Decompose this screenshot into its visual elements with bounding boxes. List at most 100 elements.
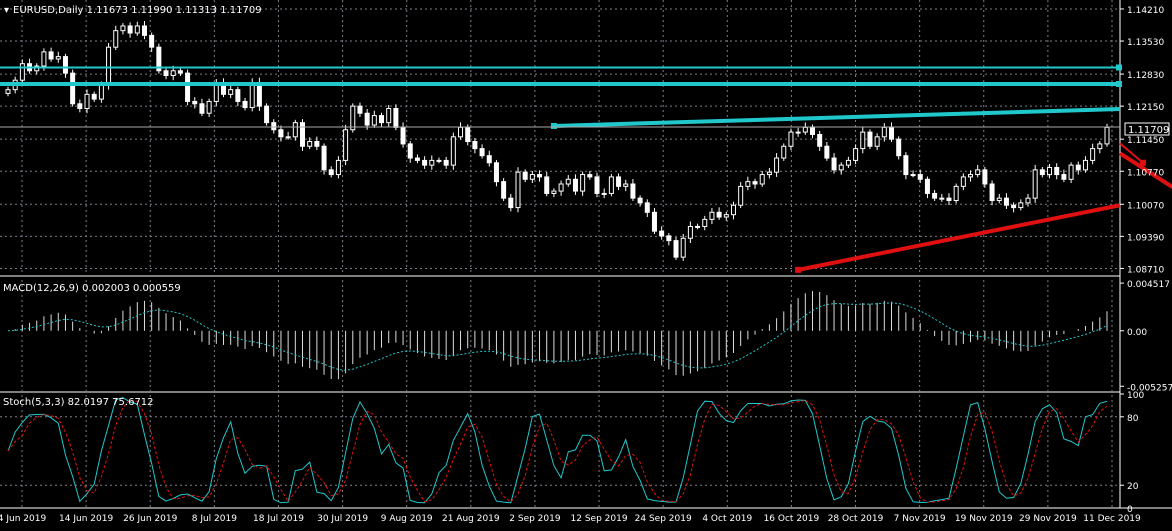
bear-candle[interactable] — [896, 138, 902, 157]
bull-candle[interactable] — [55, 56, 61, 60]
red-upper-channel[interactable] — [1119, 142, 1144, 164]
bear-candle[interactable] — [1003, 197, 1009, 206]
bull-candle[interactable] — [838, 164, 844, 171]
bear-candle[interactable] — [651, 211, 657, 232]
bear-candle[interactable] — [493, 162, 499, 183]
bear-candle[interactable] — [235, 89, 241, 102]
bear-candle[interactable] — [271, 122, 277, 131]
bull-candle[interactable] — [113, 30, 119, 48]
bear-candle[interactable] — [1039, 169, 1045, 176]
bear-candle[interactable] — [903, 155, 909, 176]
bull-candle[interactable] — [206, 100, 212, 114]
bear-candle[interactable] — [407, 143, 413, 159]
bull-candle[interactable] — [386, 108, 392, 124]
symbol-marker-icon[interactable]: ▾ — [4, 5, 9, 16]
red-upper-channel-anchor[interactable] — [1139, 159, 1146, 166]
bear-candle[interactable] — [91, 93, 97, 100]
bull-candle[interactable] — [41, 51, 47, 67]
bear-candle[interactable] — [630, 183, 636, 199]
bull-candle[interactable] — [551, 190, 557, 194]
bear-candle[interactable] — [544, 176, 550, 194]
bear-candle[interactable] — [141, 25, 147, 36]
bull-candle[interactable] — [953, 185, 959, 202]
bull-candle[interactable] — [702, 218, 708, 227]
price-panel[interactable] — [0, 20, 1172, 273]
bull-candle[interactable] — [874, 136, 880, 147]
bear-candle[interactable] — [932, 192, 938, 199]
bull-candle[interactable] — [975, 169, 981, 176]
bull-candle[interactable] — [623, 183, 629, 187]
bear-candle[interactable] — [572, 178, 578, 192]
bear-candle[interactable] — [817, 133, 823, 147]
bull-candle[interactable] — [580, 174, 586, 192]
cyan-resistance-trendline[interactable] — [553, 106, 1121, 128]
bull-candle[interactable] — [960, 176, 966, 187]
stoch-panel[interactable] — [0, 397, 1120, 504]
bull-candle[interactable] — [335, 159, 341, 176]
bear-candle[interactable] — [328, 169, 334, 176]
bull-candle[interactable] — [788, 131, 794, 147]
bull-candle[interactable] — [1097, 143, 1103, 150]
bear-candle[interactable] — [1011, 204, 1017, 209]
bear-candle[interactable] — [809, 126, 815, 135]
bull-candle[interactable] — [996, 197, 1002, 202]
bull-candle[interactable] — [881, 126, 887, 138]
bull-candle[interactable] — [249, 82, 255, 109]
bull-candle[interactable] — [745, 181, 751, 187]
bull-candle[interactable] — [134, 25, 140, 34]
bull-candle[interactable] — [853, 148, 859, 161]
bull-candle[interactable] — [802, 126, 808, 133]
bull-candle[interactable] — [910, 174, 916, 177]
red-steep-trendline[interactable] — [1118, 151, 1172, 214]
bear-candle[interactable] — [185, 72, 191, 102]
bull-candle[interactable] — [680, 237, 686, 258]
bull-candle[interactable] — [860, 131, 866, 150]
bull-candle[interactable] — [529, 174, 535, 180]
red-support-trendline[interactable] — [797, 203, 1121, 272]
bull-candle[interactable] — [343, 129, 349, 161]
bull-candle[interactable] — [5, 89, 11, 94]
bear-candle[interactable] — [278, 129, 284, 138]
bear-candle[interactable] — [889, 126, 895, 140]
bull-candle[interactable] — [228, 89, 234, 95]
bear-candle[interactable] — [357, 105, 363, 114]
bear-candle[interactable] — [300, 122, 306, 147]
bear-candle[interactable] — [831, 157, 837, 171]
bull-candle[interactable] — [429, 159, 435, 166]
bear-candle[interactable] — [400, 126, 406, 145]
bull-candle[interactable] — [558, 183, 564, 192]
bear-candle[interactable] — [752, 181, 758, 185]
bear-candle[interactable] — [443, 159, 449, 166]
bear-candle[interactable] — [1054, 166, 1060, 176]
macd-panel[interactable] — [7, 291, 1108, 380]
bear-candle[interactable] — [472, 141, 478, 150]
bear-candle[interactable] — [594, 176, 600, 194]
bear-candle[interactable] — [422, 159, 428, 166]
bear-candle[interactable] — [242, 100, 248, 109]
bull-candle[interactable] — [98, 84, 104, 100]
bull-candle[interactable] — [795, 131, 801, 134]
bull-candle[interactable] — [723, 214, 729, 218]
bull-candle[interactable] — [781, 145, 787, 159]
bull-candle[interactable] — [774, 157, 780, 173]
bear-candle[interactable] — [256, 82, 262, 107]
bull-candle[interactable] — [1068, 164, 1074, 180]
bear-candle[interactable] — [666, 235, 672, 242]
bear-candle[interactable] — [414, 157, 420, 161]
bull-candle[interactable] — [1025, 197, 1031, 204]
bull-candle[interactable] — [695, 225, 701, 228]
bear-candle[interactable] — [393, 108, 399, 128]
bull-candle[interactable] — [608, 176, 614, 194]
bull-candle[interactable] — [292, 122, 298, 138]
bull-candle[interactable] — [709, 211, 715, 220]
bull-candle[interactable] — [170, 70, 176, 76]
bear-candle[interactable] — [659, 230, 665, 237]
bull-candle[interactable] — [939, 197, 945, 200]
bear-candle[interactable] — [364, 112, 370, 126]
bear-candle[interactable] — [314, 141, 320, 147]
bull-candle[interactable] — [458, 126, 464, 138]
bull-candle[interactable] — [565, 178, 571, 185]
bear-candle[interactable] — [486, 155, 492, 164]
bull-candle[interactable] — [1032, 169, 1038, 199]
